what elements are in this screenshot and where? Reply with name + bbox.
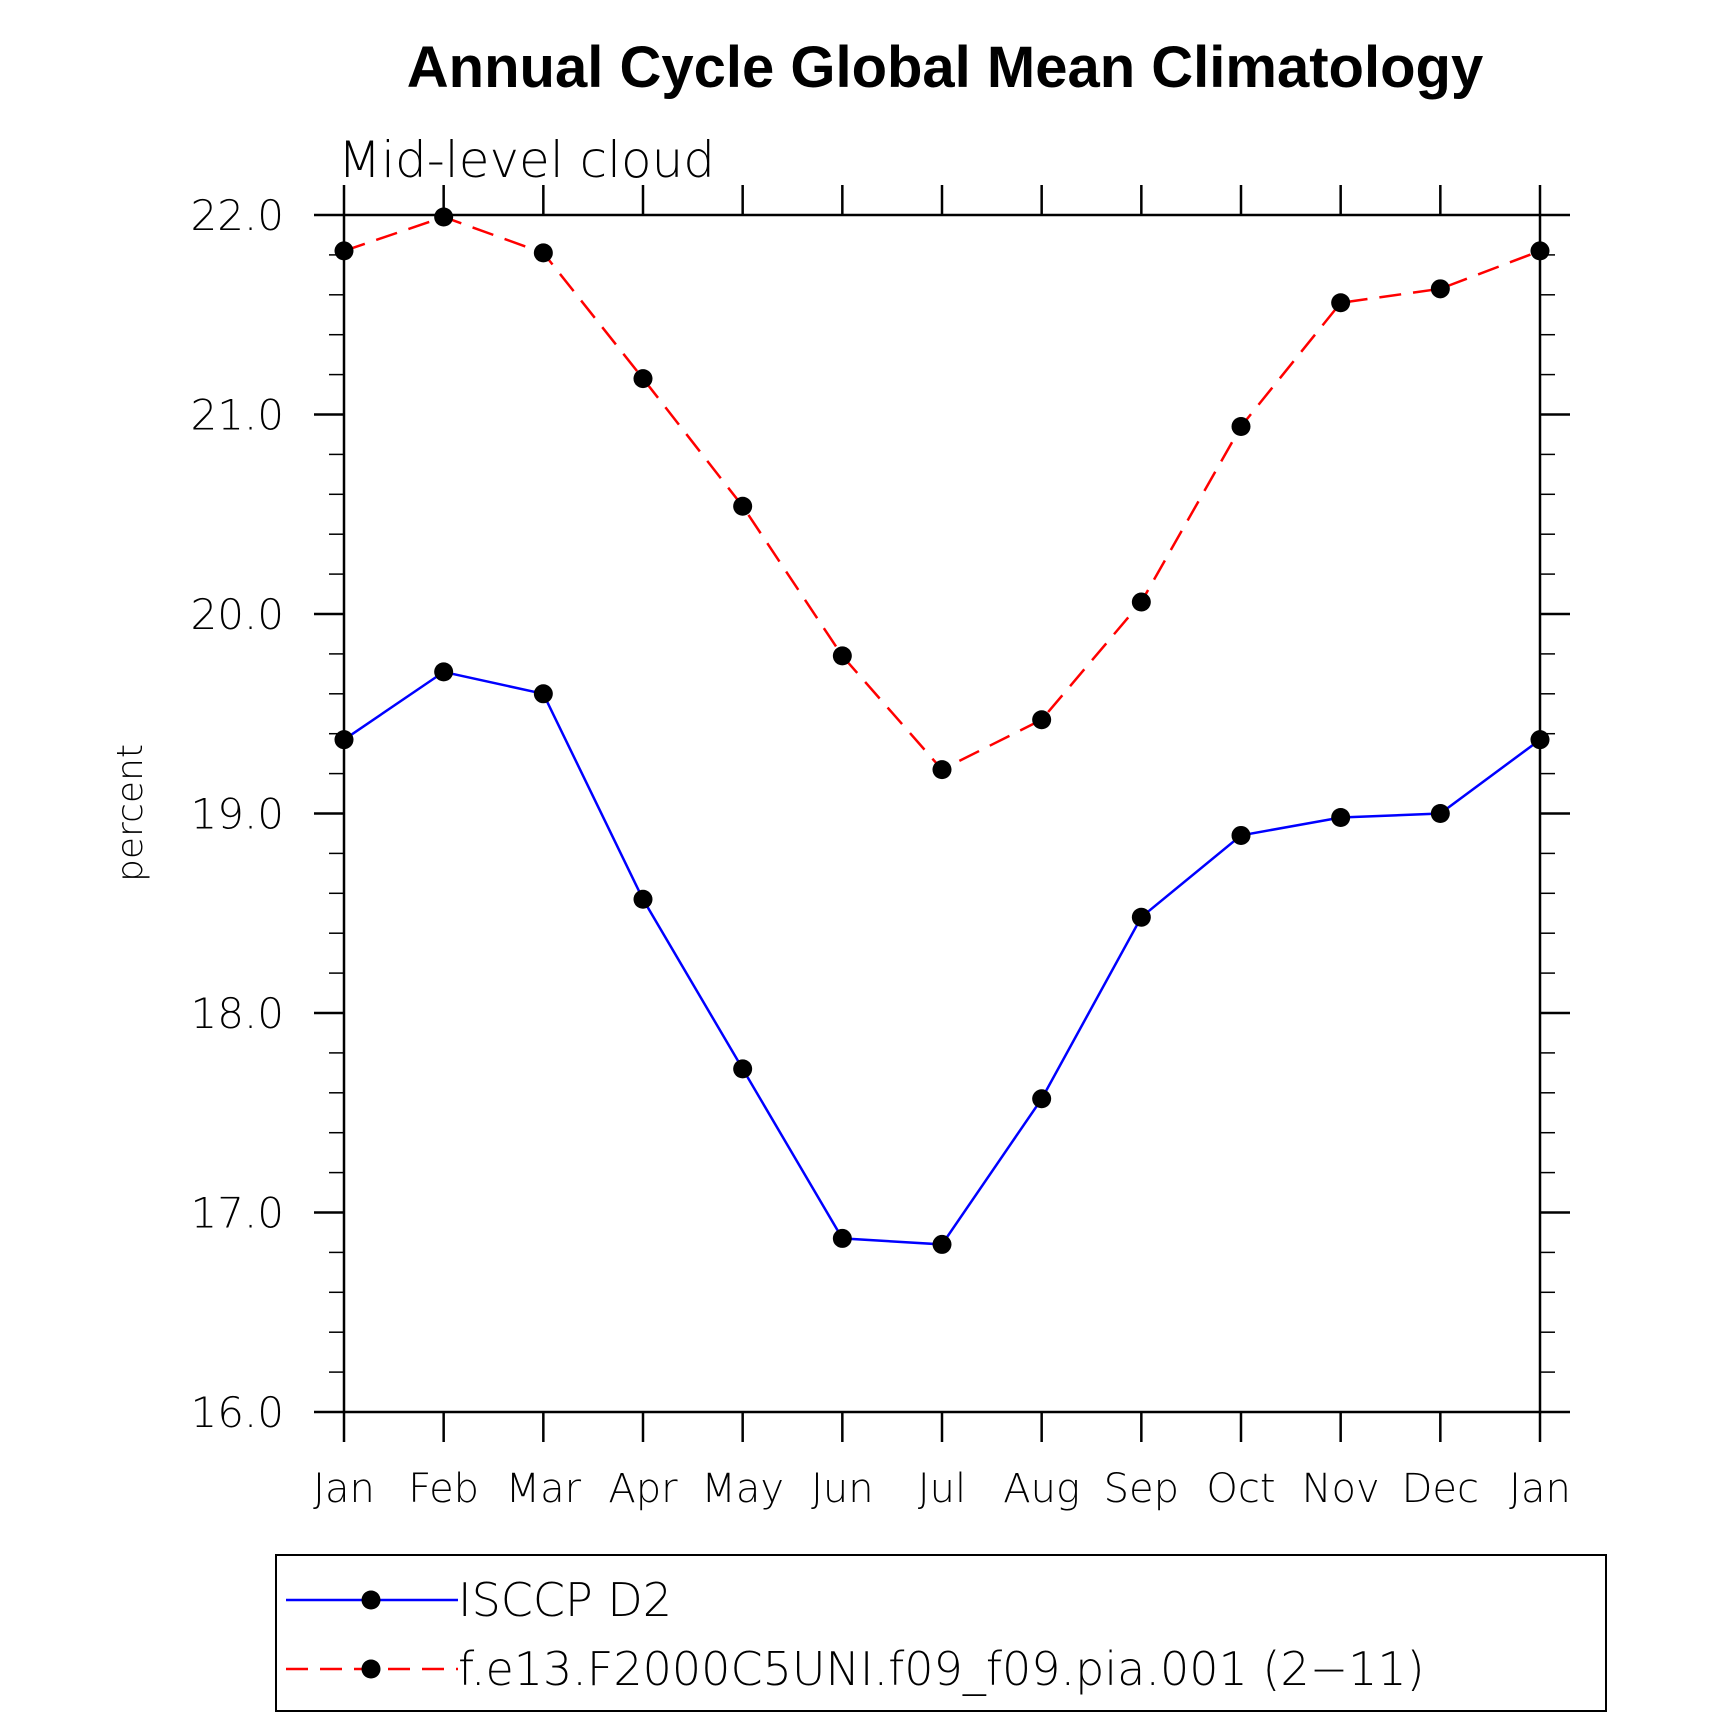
data-point-s0-0	[334, 730, 354, 750]
series-markers	[334, 207, 1550, 1254]
x-tick-label: Jul	[918, 1466, 966, 1512]
series-line-0	[343, 670, 1541, 1246]
data-point-s1-9	[1231, 416, 1251, 436]
data-point-s1-3	[633, 369, 653, 389]
x-tick-labels: Jan Feb Mar Apr May Jun Jul Aug Sep Oct Nov Dec Jan	[313, 1466, 1571, 1512]
chart-title: Annual Cycle Global Mean Climatology	[407, 35, 1483, 100]
y-tick-labels: 16.0 17.0 18.0 19.0 20.0 21.0 22.0	[190, 191, 284, 1437]
series-line-1	[343, 215, 1541, 772]
data-point-s1-10	[1331, 293, 1351, 313]
data-point-s0-4	[733, 1059, 753, 1079]
x-tick-label: Nov	[1302, 1466, 1380, 1512]
plot-frame	[342, 213, 1542, 1414]
data-point-s0-1	[434, 662, 454, 682]
data-point-s0-12	[1530, 730, 1550, 750]
data-point-s0-9	[1231, 825, 1251, 845]
y-tick-label: 21.0	[190, 391, 284, 440]
legend-label-isccp: ISCCP D2	[458, 1573, 672, 1627]
x-tick-label: Aug	[1003, 1466, 1080, 1512]
x-tick-label: Jan	[313, 1466, 375, 1512]
y-tick-label: 17.0	[190, 1189, 284, 1238]
data-point-s0-5	[832, 1228, 852, 1248]
data-point-s0-8	[1131, 907, 1151, 927]
series-lines	[343, 215, 1541, 1246]
data-point-s1-11	[1430, 279, 1450, 299]
x-tick-label: Sep	[1104, 1466, 1179, 1512]
y-tick-label: 20.0	[190, 590, 284, 639]
data-point-s1-0	[334, 241, 354, 261]
x-tick-label: May	[701, 1466, 784, 1512]
chart-subtitle: Mid-level cloud	[338, 131, 715, 189]
y-tick-label: 18.0	[190, 989, 284, 1038]
data-point-s0-2	[533, 684, 553, 704]
data-point-s1-4	[733, 496, 753, 516]
major-ticks	[314, 185, 1570, 1442]
data-point-s0-10	[1331, 807, 1351, 827]
data-point-s0-3	[633, 889, 653, 909]
x-tick-label: Mar	[506, 1466, 582, 1512]
data-point-s0-11	[1430, 804, 1450, 823]
legend: ISCCP D2 f.e13.F2000C5UNI.f09_f09.pia.00…	[275, 1554, 1607, 1712]
data-point-s0-6	[932, 1234, 952, 1254]
x-tick-label: Dec	[1402, 1466, 1479, 1512]
y-axis-label: percent	[110, 744, 151, 882]
x-tick-label: Jan	[1509, 1466, 1571, 1512]
data-point-s1-6	[932, 760, 952, 780]
data-point-s1-7	[1032, 710, 1052, 730]
y-tick-label: 16.0	[190, 1388, 284, 1437]
y-tick-label: 19.0	[190, 790, 284, 839]
x-tick-label: Apr	[608, 1466, 678, 1512]
data-point-s1-8	[1131, 592, 1151, 612]
x-tick-label: Oct	[1206, 1466, 1275, 1512]
x-tick-label: Feb	[408, 1466, 479, 1512]
data-point-s1-2	[533, 243, 553, 263]
legend-box	[275, 1554, 1607, 1712]
x-tick-label: Jun	[811, 1466, 874, 1512]
data-point-s1-5	[832, 646, 852, 666]
y-tick-label: 22.0	[190, 191, 284, 240]
data-point-s1-12	[1530, 241, 1550, 261]
legend-marker-model	[361, 1659, 381, 1679]
legend-label-model: f.e13.F2000C5UNI.f09_f09.pia.001 (2−11)	[458, 1642, 1425, 1696]
data-point-s1-1	[434, 207, 454, 227]
minor-ticks	[329, 254, 1555, 1373]
legend-marker-isccp	[361, 1590, 381, 1610]
data-point-s0-7	[1032, 1089, 1052, 1109]
